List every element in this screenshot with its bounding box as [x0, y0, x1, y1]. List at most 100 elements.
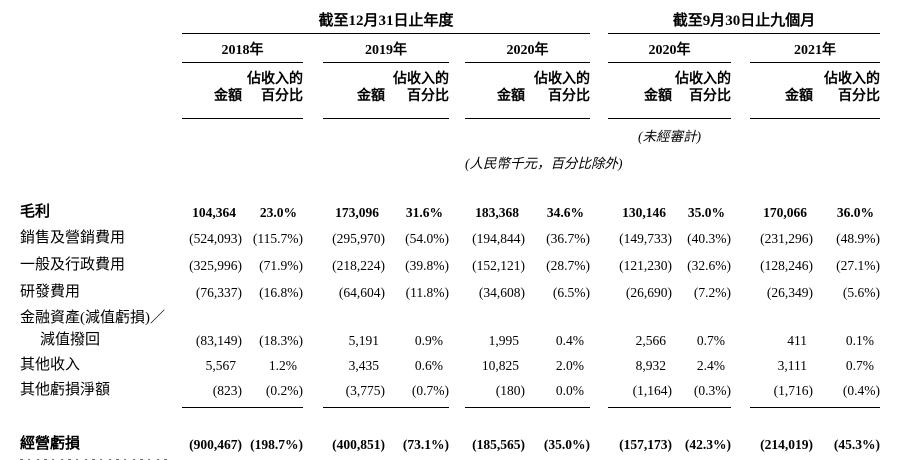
- column-gap: [303, 332, 323, 357]
- pct-cell: (0.7%): [385, 381, 449, 408]
- column-gap: [731, 284, 750, 310]
- pct-cell: 1.2%: [268, 357, 297, 373]
- amount-cell: 5,191: [348, 332, 379, 348]
- pct-cell: 34.6%: [546, 204, 585, 220]
- group-gap: [590, 13, 608, 34]
- group-gap: [590, 436, 608, 458]
- amount-cell: (3,775): [323, 381, 385, 408]
- column-gap: [303, 436, 323, 458]
- year-header-row: 2018年 2019年 2020年 2020年 2021年: [0, 33, 881, 63]
- group-gap: [590, 310, 608, 332]
- row-label: 銷售及營銷費用: [20, 229, 126, 246]
- amount-cell: (231,296): [760, 230, 814, 246]
- pct-cell: (27.1%): [836, 257, 881, 273]
- financial-table: 截至12月31日止年度 截至9月30日止九個月 2018年 2019年 2020…: [0, 13, 881, 460]
- amount-column-header: 金額: [465, 62, 525, 119]
- amount-cell: (325,996): [189, 257, 242, 273]
- column-gap: [449, 63, 465, 119]
- column-gap: [731, 230, 750, 257]
- table-row: 一般及行政費用 (325,996) (71.9%) (218,224) (39.8%) (…: [0, 257, 880, 284]
- column-gap: [303, 230, 323, 257]
- column-gap: [449, 310, 465, 332]
- amount-cell: (900,467): [189, 436, 242, 452]
- pct-cell: (0.2%): [242, 381, 303, 408]
- column-gap: [449, 230, 465, 257]
- amount-column-header: 金額: [182, 62, 242, 119]
- amount-cell: (157,173): [619, 436, 673, 452]
- group-gap: [590, 257, 608, 284]
- amount-cell: 183,368: [475, 204, 519, 220]
- pct-cell: (28.7%): [546, 257, 591, 273]
- column-gap: [731, 34, 750, 63]
- pct-cell: [672, 310, 731, 332]
- pct-cell: 2.4%: [696, 357, 726, 373]
- column-gap: [449, 382, 465, 408]
- pct-cell: (16.8%): [259, 284, 303, 300]
- pct-header-line1: 佔收入的: [534, 72, 591, 87]
- spacer-row: [0, 173, 880, 204]
- group-gap: [590, 382, 608, 408]
- pct-header-line1: 佔收入的: [675, 72, 732, 87]
- amount-cell: (128,246): [760, 257, 814, 273]
- pct-cell: [242, 310, 303, 332]
- column-gap: [303, 310, 323, 332]
- table-row: 金融資產(減值虧損)／: [0, 310, 880, 332]
- column-gap: [449, 257, 465, 284]
- pct-cell: [385, 310, 449, 332]
- pct-cell: (42.3%): [684, 436, 732, 452]
- pct-cell: 0.7%: [845, 357, 875, 373]
- column-gap: [449, 204, 465, 230]
- table-row: 研發費用 (76,337) (16.8%) (64,604) (11.8%) (34,60…: [0, 284, 880, 310]
- column-gap: [731, 63, 750, 119]
- amount-cell: (194,844): [472, 230, 525, 246]
- row-label: 研發費用: [20, 283, 81, 300]
- period-group-title-ninemonths: 截至9月30日止九個月: [608, 13, 881, 34]
- column-gap: [449, 284, 465, 310]
- column-gap: [303, 204, 323, 230]
- period-group-title-annual: 截至12月31日止年度: [182, 13, 591, 34]
- amount-cell: 173,096: [335, 204, 379, 220]
- amount-cell: (152,121): [472, 257, 525, 273]
- table-row: 其他收入 5,567 1.2% 3,435 0.6% 10,825 2.0% 8,932 2.4…: [0, 357, 880, 382]
- pct-cell: (45.3%): [833, 436, 881, 452]
- amount-cell: (185,565): [472, 436, 525, 452]
- amount-column-header: 金額: [323, 62, 385, 119]
- amount-cell: 1,995: [488, 332, 519, 348]
- pct-cell: (11.8%): [405, 284, 449, 300]
- group-gap: [590, 230, 608, 257]
- amount-cell: (26,349): [766, 284, 814, 300]
- amount-cell: 130,146: [622, 204, 667, 220]
- pct-column-header: 佔收入的百分比: [672, 62, 732, 119]
- pct-cell: (198.7%): [250, 436, 303, 452]
- amount-cell: [465, 310, 525, 332]
- amount-cell: (1,164): [608, 381, 673, 408]
- pct-cell: (36.7%): [546, 230, 591, 246]
- column-gap: [731, 382, 750, 408]
- pct-cell: (48.9%): [836, 230, 881, 246]
- period-header-row: 截至12月31日止年度 截至9月30日止九個月: [0, 13, 881, 34]
- amount-cell: 2,566: [635, 332, 667, 348]
- pct-cell: (0.4%): [813, 381, 881, 408]
- row-label: 其他收入: [20, 356, 81, 373]
- amount-cell: 3,111: [777, 357, 808, 373]
- pct-cell: (40.3%): [687, 230, 732, 246]
- pct-header-line2: 百分比: [261, 89, 303, 104]
- amount-cell: 104,364: [192, 204, 236, 220]
- pct-cell: (73.1%): [402, 436, 449, 452]
- pct-cell: 2.0%: [555, 357, 585, 373]
- amount-cell: (524,093): [189, 230, 242, 246]
- column-gap: [449, 357, 465, 382]
- table-row: 減值撥回 (83,149) (18.3%) 5,191 0.9% 1,995 0.4% 2,5…: [0, 332, 880, 357]
- pct-column-header: 佔收入的 百分比: [813, 62, 881, 119]
- pct-header-line2: 百分比: [689, 89, 732, 104]
- year-header-2018: 2018年: [182, 33, 303, 63]
- amount-cell: 8,932: [635, 357, 667, 373]
- column-gap: [303, 63, 323, 119]
- amount-cell: (76,337): [195, 284, 242, 300]
- group-gap: [590, 357, 608, 382]
- pct-header-line2: 百分比: [838, 89, 881, 104]
- amount-cell: (1,716): [750, 381, 814, 408]
- amount-cell: [182, 310, 242, 332]
- column-gap: [731, 436, 750, 458]
- amount-cell: (34,608): [478, 284, 525, 300]
